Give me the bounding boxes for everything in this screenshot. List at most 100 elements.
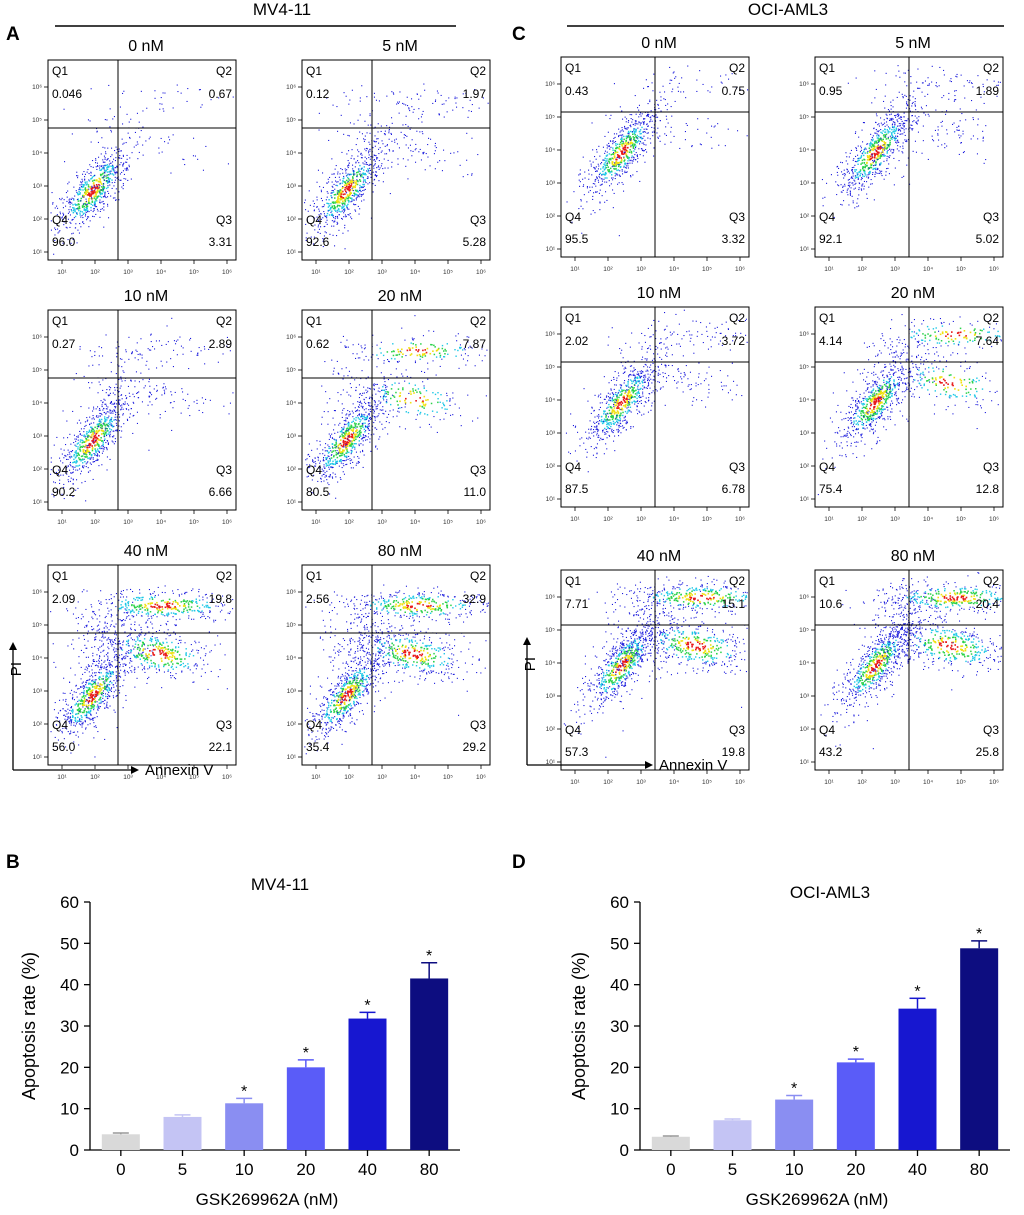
flow-dot: [95, 213, 97, 215]
flow-dot: [114, 170, 116, 172]
flow-dot: [332, 472, 334, 474]
flow-dot: [373, 400, 375, 402]
flow-dot: [84, 208, 87, 211]
flow-dot: [113, 435, 115, 437]
flow-dot: [161, 608, 164, 610]
flow-dot: [441, 170, 443, 172]
flow-dot: [107, 686, 109, 689]
flow-dot: [163, 649, 165, 652]
flow-dot: [101, 452, 103, 454]
flow-dot: [93, 189, 96, 192]
flow-dot: [342, 389, 344, 391]
flow-dot: [118, 689, 120, 691]
flow-dot: [121, 593, 123, 595]
flow-dot: [74, 457, 77, 459]
flow-dot: [83, 458, 85, 460]
flow-dot: [79, 184, 81, 186]
flow-dot: [332, 463, 334, 465]
flow-dot: [96, 458, 98, 460]
flow-dot: [81, 482, 83, 484]
flow-dot: [69, 221, 71, 223]
flow-dot: [111, 420, 113, 423]
flow-dot: [91, 705, 93, 707]
flow-dot: [381, 423, 383, 425]
flow-dot: [380, 341, 382, 343]
flow-dot: [314, 229, 316, 231]
flow-dot: [126, 403, 128, 405]
flow-dot: [87, 711, 89, 714]
flow-dot: [133, 396, 135, 398]
flow-dot: [232, 599, 234, 601]
flow-dot: [342, 197, 345, 199]
flow-dot: [97, 430, 99, 433]
flow-dot: [311, 491, 313, 493]
x-tick-label: 10²: [90, 519, 100, 526]
flow-dot: [389, 150, 391, 152]
flow-dot: [333, 455, 335, 458]
flow-dot: [99, 408, 101, 410]
flow-dot: [85, 700, 87, 702]
flow-dot: [106, 411, 108, 413]
flow-dot: [150, 621, 152, 623]
flow-dot: [322, 460, 324, 462]
flow-dot: [337, 200, 339, 203]
flow-dot: [377, 138, 379, 140]
flow-dot: [147, 619, 149, 621]
flow-dot: [84, 671, 86, 673]
flow-dot: [362, 449, 364, 451]
flow-dot: [183, 666, 185, 668]
flow-dot: [92, 717, 94, 719]
flow-dot: [342, 435, 345, 437]
flow-dot: [86, 445, 88, 447]
flow-dot: [105, 675, 107, 677]
flow-dot: [94, 683, 97, 685]
flow-dot: [466, 336, 468, 338]
flow-dot: [91, 198, 93, 200]
flow-dot: [116, 148, 118, 150]
flow-dot: [368, 433, 370, 435]
flow-dot: [342, 449, 344, 451]
flow-dot: [103, 174, 106, 177]
flow-dot: [94, 186, 96, 188]
flow-dot: [338, 450, 341, 452]
flow-dot: [172, 592, 174, 594]
flow-dot: [346, 417, 348, 419]
flow-dot: [356, 171, 358, 174]
flow-dot: [345, 196, 348, 199]
flow-dot: [118, 420, 120, 422]
flow-dot: [107, 417, 109, 419]
flow-dot: [72, 478, 74, 480]
flow-dot: [84, 453, 86, 455]
flow-dot: [188, 368, 190, 370]
flow-dot: [369, 158, 371, 160]
flow-dot: [158, 340, 160, 342]
flow-dot: [63, 213, 65, 215]
flow-dot: [316, 206, 318, 208]
flow-dot: [346, 429, 348, 431]
flow-dot: [71, 219, 73, 221]
flow-dot: [99, 656, 101, 658]
flow-dot: [360, 186, 362, 188]
flow-dot: [185, 652, 187, 654]
flow-dot: [121, 358, 123, 360]
flow-dot: [332, 234, 334, 236]
x-tick-label: 10⁴: [410, 269, 420, 276]
flow-dot: [124, 403, 126, 405]
flow-dot: [435, 374, 437, 376]
flow-dot: [109, 671, 111, 673]
flow-dot: [87, 667, 89, 669]
flow-dot: [140, 615, 142, 617]
flow-dot: [150, 637, 152, 639]
flow-dot: [112, 649, 114, 651]
flow-dot: [84, 441, 87, 443]
flow-dot: [205, 653, 207, 655]
flow-dot: [334, 447, 337, 449]
flow-dot: [422, 381, 424, 383]
flow-dot: [69, 461, 71, 463]
flow-dot: [359, 420, 361, 423]
flow-dot: [98, 451, 100, 453]
flow-dot: [374, 400, 376, 402]
flow-dot: [339, 443, 341, 445]
flow-dot: [422, 402, 424, 404]
flow-dot: [341, 368, 343, 370]
